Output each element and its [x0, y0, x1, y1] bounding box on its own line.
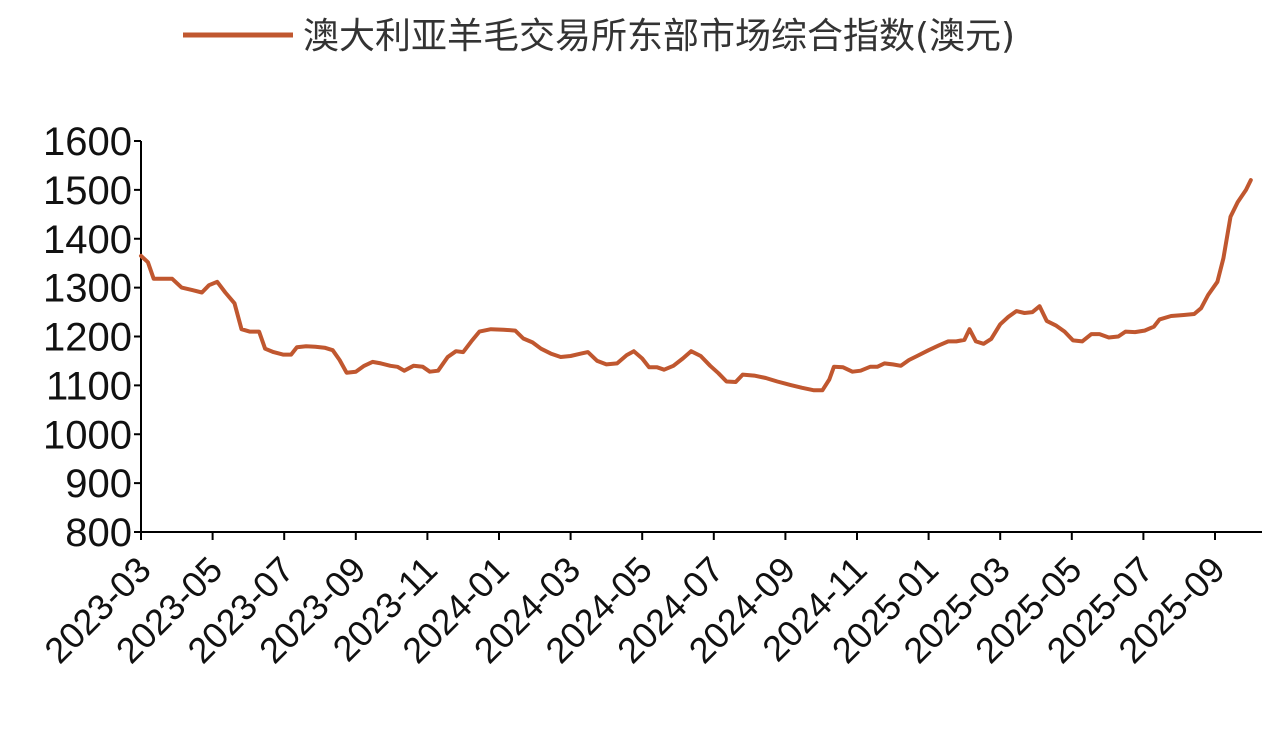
- y-tick-label: 1500: [43, 169, 132, 213]
- y-tick-label: 1400: [43, 218, 132, 262]
- y-tick-label: 800: [65, 511, 132, 555]
- x-axis: 2023-032023-052023-072023-092023-112024-…: [36, 531, 1262, 671]
- series-line: [139, 178, 1253, 393]
- y-tick-label: 1600: [43, 120, 132, 164]
- y-tick-label: 1100: [46, 364, 132, 408]
- y-tick-label: 1000: [43, 413, 132, 457]
- plot-area: [139, 178, 1253, 393]
- legend-label: 澳大利亚羊毛交易所东部市场综合指数(澳元): [303, 16, 1015, 57]
- y-tick-label: 900: [65, 462, 132, 506]
- legend: 澳大利亚羊毛交易所东部市场综合指数(澳元): [183, 16, 1015, 57]
- y-tick-label: 1300: [43, 267, 132, 311]
- y-tick-label: 1200: [43, 316, 132, 360]
